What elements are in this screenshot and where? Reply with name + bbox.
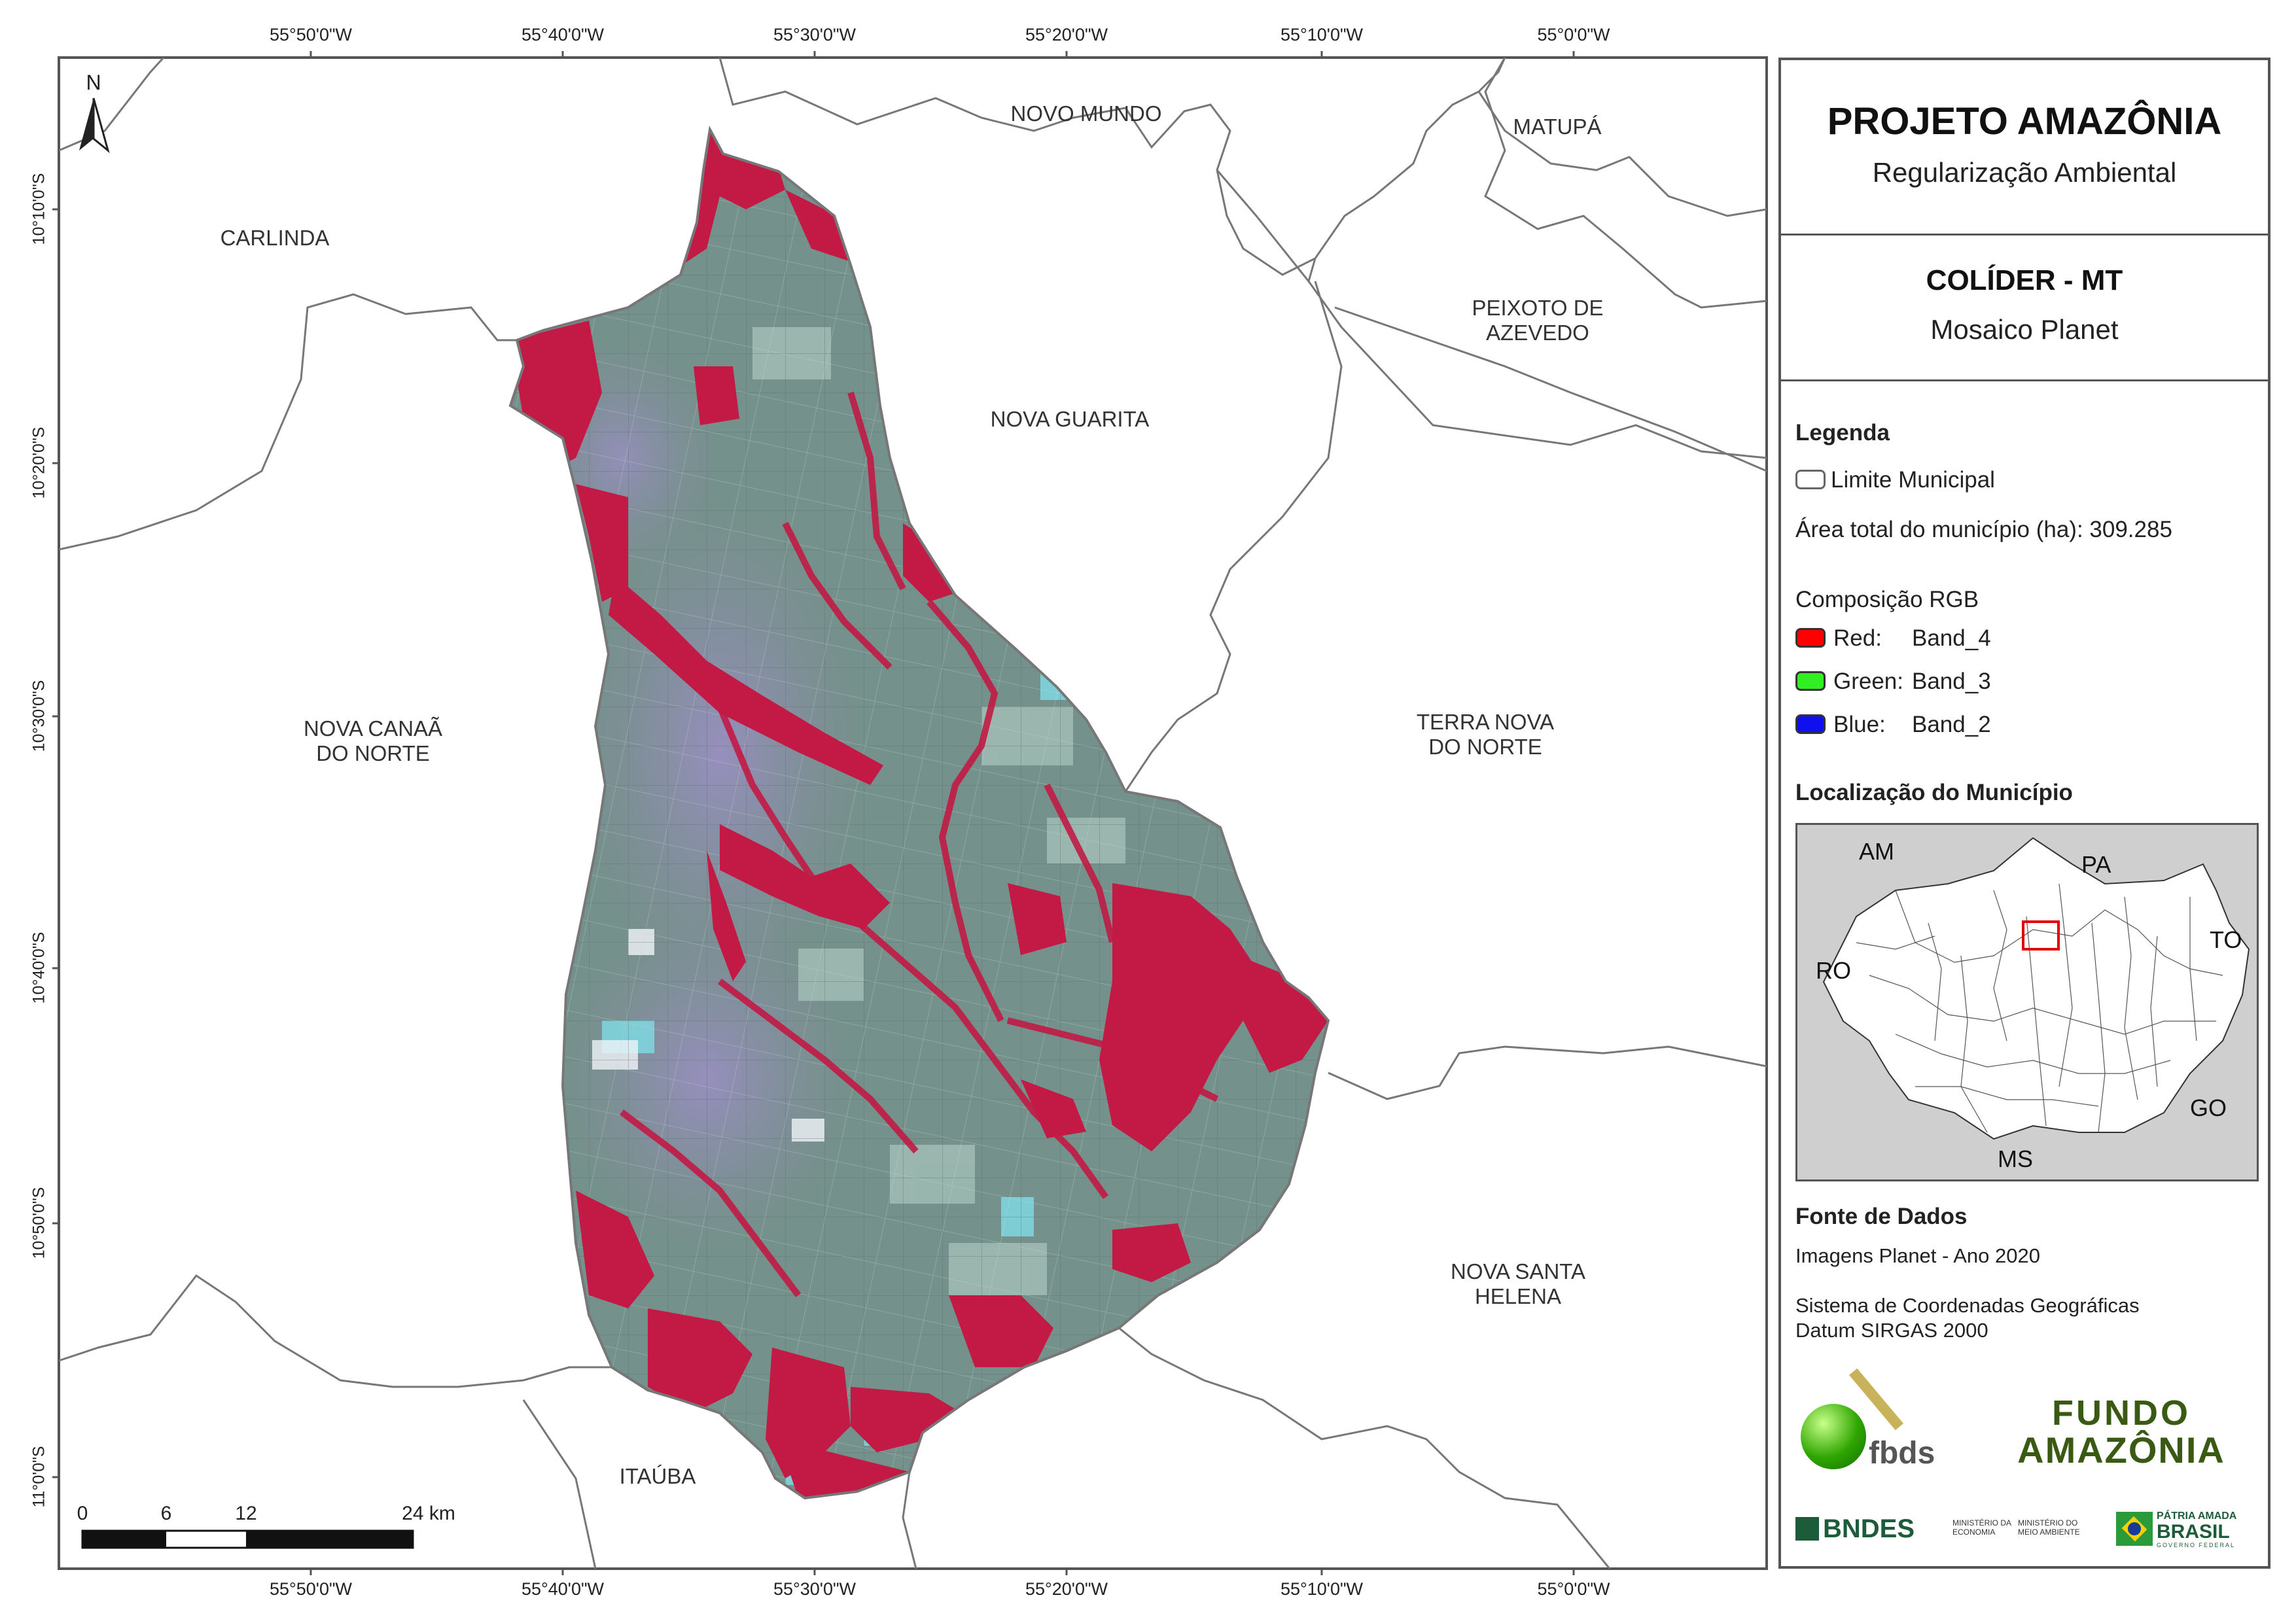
coord-top-1: 55°50'0"W (269, 25, 353, 44)
patria-amada-text: PÁTRIA AMADA (2157, 1510, 2237, 1522)
inset-pa: PA (2081, 851, 2111, 878)
coord-bottom-2: 55°40'0"W (521, 1579, 605, 1599)
municipality-title: COLÍDER - MT (1926, 264, 2123, 296)
blue-band-value: Band_2 (1912, 712, 1991, 737)
governo-federal-text: GOVERNO FEDERAL (2157, 1542, 2236, 1548)
coord-bottom-3: 55°30'0"W (773, 1579, 857, 1599)
red-band-label: Red: (1833, 625, 1882, 651)
label-terra-nova-line2: DO NORTE (1428, 735, 1542, 759)
inset-map (1822, 837, 2250, 1140)
partner-logos: BNDES MINISTÉRIO DA ECONOMIA MINISTÉRIO … (1795, 1509, 2253, 1555)
limit-swatch (1795, 470, 1826, 489)
blue-swatch (1795, 714, 1826, 734)
scale-bar (81, 1529, 414, 1549)
coord-left-5: 10°50'0"S (29, 1187, 48, 1259)
label-peixoto-line1: PEIXOTO DE (1472, 296, 1604, 320)
min-economia: MINISTÉRIO DA ECONOMIA (1952, 1518, 2011, 1537)
label-peixoto-line2: AZEVEDO (1486, 321, 1589, 345)
area-label: Área total do município (ha): 309.285 (1795, 517, 2172, 542)
location-marker (2022, 920, 2060, 951)
label-matupa: MATUPÁ (1513, 114, 1602, 139)
north-label: N (86, 71, 101, 94)
coord-top-2: 55°40'0"W (521, 25, 605, 44)
location-inset: AM PA TO RO GO MS (1795, 823, 2259, 1181)
info-panel: PROJETO AMAZÔNIA Regularização Ambiental… (1778, 58, 2270, 1569)
red-swatch (1795, 628, 1826, 648)
label-nova-santa-line2: HELENA (1474, 1284, 1562, 1308)
min-economia-line2: ECONOMIA (1952, 1527, 1996, 1537)
amazonia-text: AMAZÔNIA (2017, 1429, 2225, 1471)
source-line-3: Datum SIRGAS 2000 (1795, 1319, 1988, 1342)
brasil-text: BRASIL (2157, 1521, 2230, 1543)
coord-bottom-4: 55°20'0"W (1025, 1579, 1108, 1599)
source-title: Fonte de Dados (1795, 1204, 1968, 1229)
min-economia-line1: MINISTÉRIO DA (1952, 1518, 2012, 1527)
min-meio-ambiente: MINISTÉRIO DO MEIO AMBIENTE (2018, 1518, 2080, 1537)
bndes-icon (1795, 1517, 1819, 1541)
rgb-title: Composição RGB (1795, 587, 1979, 612)
inset-go: GO (2190, 1094, 2227, 1121)
inset-am: AM (1859, 838, 1894, 865)
label-nova-canaa-line1: NOVA CANAÃ (303, 716, 443, 741)
brasil-flag-icon (2116, 1512, 2153, 1546)
bndes-text: BNDES (1823, 1514, 1915, 1543)
scale-tick-12: 12 (235, 1503, 257, 1524)
label-peixoto: PEIXOTO DE AZEVEDO (1433, 296, 1642, 345)
fbds-logo: fbds (1795, 1368, 1966, 1473)
min-meio-line1: MINISTÉRIO DO (2018, 1518, 2078, 1527)
green-band-label: Green: (1833, 669, 1903, 694)
label-nova-guarita: NOVA GUARITA (990, 407, 1150, 431)
coord-top-6: 55°0'0"W (1537, 25, 1610, 44)
project-title: PROJETO AMAZÔNIA (1827, 100, 2222, 143)
coord-left-6: 11°0'0"S (29, 1446, 48, 1508)
inset-ro: RO (1816, 957, 1851, 984)
coord-bottom-6: 55°0'0"W (1537, 1579, 1610, 1599)
scale-tick-24: 24 km (402, 1503, 455, 1524)
label-nova-canaa: NOVA CANAÃ DO NORTE (262, 716, 484, 766)
inset-to: TO (2210, 926, 2242, 953)
fbds-globe-icon (1801, 1404, 1866, 1469)
label-terra-nova-line1: TERRA NOVA (1416, 710, 1555, 734)
label-carlinda: CARLINDA (220, 226, 330, 250)
red-band-value: Band_4 (1912, 625, 1991, 651)
label-terra-nova: TERRA NOVA DO NORTE (1374, 710, 1597, 759)
graticule-ticks (52, 51, 1575, 1575)
coord-left-1: 10°10'0"S (29, 173, 48, 245)
coord-top-4: 55°20'0"W (1025, 25, 1108, 44)
divider (1781, 379, 2268, 381)
fundo-amazonia-logo: FUNDO AMAZÔNIA (1977, 1393, 2265, 1471)
green-swatch (1795, 671, 1826, 691)
inset-ms: MS (1998, 1145, 2033, 1172)
divider (1781, 234, 2268, 236)
coord-left-4: 10°40'0"S (29, 932, 48, 1004)
green-band-value: Band_3 (1912, 669, 1991, 694)
min-meio-line2: MEIO AMBIENTE (2018, 1527, 2080, 1537)
north-arrow-icon (79, 97, 110, 154)
blue-band-label: Blue: (1833, 712, 1886, 737)
coord-bottom-1: 55°50'0"W (269, 1579, 353, 1599)
location-title: Localização do Município (1795, 780, 2073, 805)
label-nova-santa-helena: NOVA SANTA HELENA (1413, 1259, 1623, 1309)
project-subtitle: Regularização Ambiental (1872, 157, 2177, 188)
fbds-text: fbds (1869, 1436, 1935, 1471)
mosaic-subtitle: Mosaico Planet (1930, 314, 2119, 345)
legend-title: Legenda (1795, 420, 1890, 445)
coord-left-3: 10°30'0"S (29, 680, 48, 752)
label-novo-mundo: NOVO MUNDO (1010, 101, 1162, 126)
limit-label: Limite Municipal (1831, 467, 1995, 493)
fundo-text: FUNDO (2052, 1393, 2191, 1433)
label-itauba: ITAÚBA (619, 1464, 696, 1488)
scale-tick-6: 6 (160, 1503, 172, 1524)
coord-left-2: 10°20'0"S (29, 427, 48, 499)
coord-top-3: 55°30'0"W (773, 25, 857, 44)
scale-tick-0: 0 (77, 1503, 88, 1524)
label-nova-santa-line1: NOVA SANTA (1451, 1259, 1585, 1283)
source-line-1: Imagens Planet - Ano 2020 (1795, 1244, 2040, 1267)
coord-top-5: 55°10'0"W (1280, 25, 1364, 44)
label-nova-canaa-line2: DO NORTE (316, 741, 430, 765)
source-line-2: Sistema de Coordenadas Geográficas (1795, 1294, 2140, 1317)
coord-bottom-5: 55°10'0"W (1280, 1579, 1364, 1599)
